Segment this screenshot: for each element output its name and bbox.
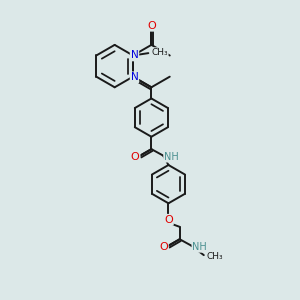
- Text: O: O: [147, 21, 156, 31]
- Text: NH: NH: [192, 242, 207, 252]
- Text: O: O: [164, 215, 173, 225]
- Text: CH₃: CH₃: [151, 48, 168, 57]
- Text: N: N: [130, 72, 138, 82]
- Text: CH₃: CH₃: [207, 252, 223, 261]
- Text: N: N: [130, 50, 138, 61]
- Text: O: O: [131, 152, 140, 162]
- Text: NH: NH: [164, 152, 179, 162]
- Text: O: O: [159, 242, 168, 252]
